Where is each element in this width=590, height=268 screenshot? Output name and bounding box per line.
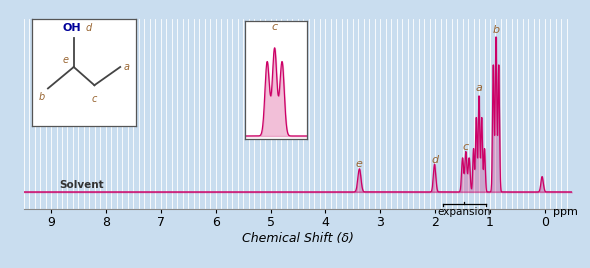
Text: d: d xyxy=(431,155,438,165)
Text: c: c xyxy=(463,142,469,152)
Text: b: b xyxy=(493,25,500,35)
Text: b: b xyxy=(38,92,45,102)
Text: e: e xyxy=(356,159,363,169)
Text: expansion: expansion xyxy=(438,207,491,218)
Text: e: e xyxy=(63,55,68,65)
Text: Solvent: Solvent xyxy=(59,180,104,191)
Text: c: c xyxy=(91,94,97,104)
Text: ppm: ppm xyxy=(553,207,578,217)
Text: c: c xyxy=(271,21,278,32)
Text: OH: OH xyxy=(63,23,81,33)
Text: d: d xyxy=(85,23,91,33)
Text: a: a xyxy=(476,83,483,94)
X-axis label: Chemical Shift (δ): Chemical Shift (δ) xyxy=(242,232,354,245)
Text: a: a xyxy=(123,62,129,72)
